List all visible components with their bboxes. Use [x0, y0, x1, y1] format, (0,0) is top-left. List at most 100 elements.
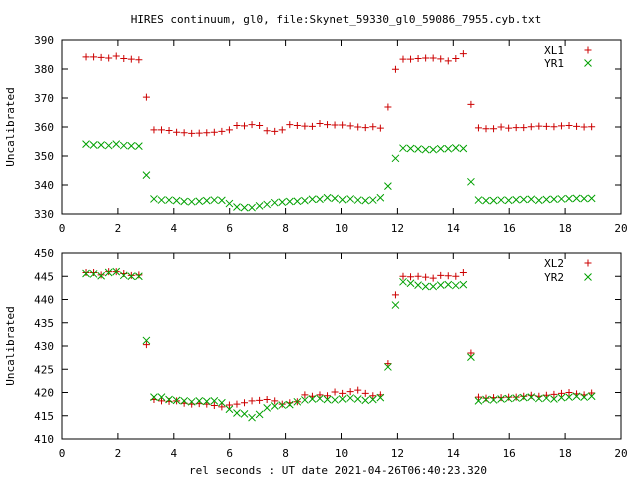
data-point	[263, 395, 271, 403]
data-point	[421, 145, 430, 154]
data-point	[459, 144, 468, 153]
y-tick-label: 430	[34, 340, 54, 353]
data-point	[339, 121, 347, 129]
data-point	[270, 198, 279, 207]
data-point	[285, 400, 294, 409]
data-point	[233, 409, 241, 417]
data-point	[520, 124, 528, 132]
data-point	[452, 55, 460, 63]
data-point	[135, 272, 143, 281]
y-tick-label: 370	[34, 92, 54, 105]
data-point	[346, 122, 354, 130]
data-point	[135, 56, 143, 64]
data-point	[158, 126, 166, 134]
data-point	[527, 393, 536, 402]
data-point	[452, 272, 460, 280]
data-point	[391, 154, 400, 163]
data-point	[467, 177, 475, 186]
data-point	[429, 54, 437, 62]
data-point	[278, 400, 286, 408]
data-point	[225, 199, 234, 208]
x-tick-label: 16	[503, 447, 516, 460]
legend-label: XL2	[544, 257, 564, 270]
data-point	[301, 396, 309, 404]
data-point	[112, 52, 120, 60]
data-point	[346, 388, 354, 396]
data-point	[391, 301, 400, 309]
x-tick-label: 8	[282, 222, 289, 235]
data-point	[399, 277, 407, 286]
data-point	[82, 269, 90, 277]
data-point	[225, 126, 233, 134]
data-point	[565, 393, 573, 402]
data-point	[489, 396, 498, 404]
data-point	[210, 397, 219, 405]
data-point	[436, 281, 445, 289]
data-point	[399, 55, 407, 63]
data-point	[218, 196, 226, 205]
data-point	[573, 122, 581, 130]
data-point	[316, 120, 324, 128]
data-point	[142, 93, 150, 101]
data-point	[368, 196, 377, 204]
data-point	[89, 270, 98, 278]
y-tick-label: 425	[34, 363, 54, 376]
data-point	[202, 397, 211, 406]
data-point	[89, 141, 98, 149]
data-point	[97, 53, 105, 61]
data-point	[459, 280, 468, 289]
data-point	[520, 392, 528, 400]
data-point	[550, 395, 558, 403]
data-point	[82, 53, 90, 61]
data-point	[157, 393, 166, 402]
data-point	[391, 291, 399, 299]
y-tick-label: 380	[34, 63, 54, 76]
data-point	[429, 282, 438, 291]
data-point	[218, 403, 226, 411]
y-tick-label: 410	[34, 433, 54, 446]
data-point	[407, 273, 415, 281]
data-point	[195, 397, 204, 405]
data-point	[127, 272, 136, 281]
data-point	[255, 410, 264, 419]
data-point	[241, 122, 249, 130]
data-point	[459, 269, 467, 277]
data-point	[248, 121, 256, 129]
y-tick-label: 440	[34, 294, 54, 307]
data-point	[285, 197, 294, 206]
data-point	[504, 196, 513, 205]
data-point	[497, 196, 505, 204]
data-point	[414, 145, 422, 153]
data-point	[587, 392, 596, 401]
legend-label: YR2	[544, 271, 564, 284]
data-point	[180, 197, 188, 206]
data-point	[172, 196, 181, 205]
data-point	[157, 196, 166, 204]
data-point	[482, 125, 490, 133]
data-point	[361, 196, 370, 205]
data-point	[293, 197, 302, 206]
data-point	[354, 123, 362, 131]
data-point	[324, 392, 332, 400]
series-YR1	[82, 140, 596, 212]
data-point	[534, 394, 543, 403]
data-point	[127, 141, 136, 150]
data-point	[142, 341, 150, 349]
data-point	[429, 274, 437, 282]
data-point	[557, 389, 565, 397]
data-point	[467, 353, 475, 362]
x-tick-label: 20	[614, 222, 627, 235]
data-point	[437, 271, 445, 279]
data-point	[218, 398, 226, 407]
data-point	[248, 397, 256, 405]
data-point	[195, 197, 204, 206]
data-point	[451, 144, 460, 152]
legend-label: XL1	[544, 44, 564, 57]
data-point	[346, 195, 355, 203]
y-tick-label: 435	[34, 317, 54, 330]
data-point	[407, 55, 415, 63]
data-point	[527, 123, 535, 131]
data-point	[361, 124, 369, 132]
data-point	[490, 125, 498, 133]
data-point	[580, 194, 588, 203]
